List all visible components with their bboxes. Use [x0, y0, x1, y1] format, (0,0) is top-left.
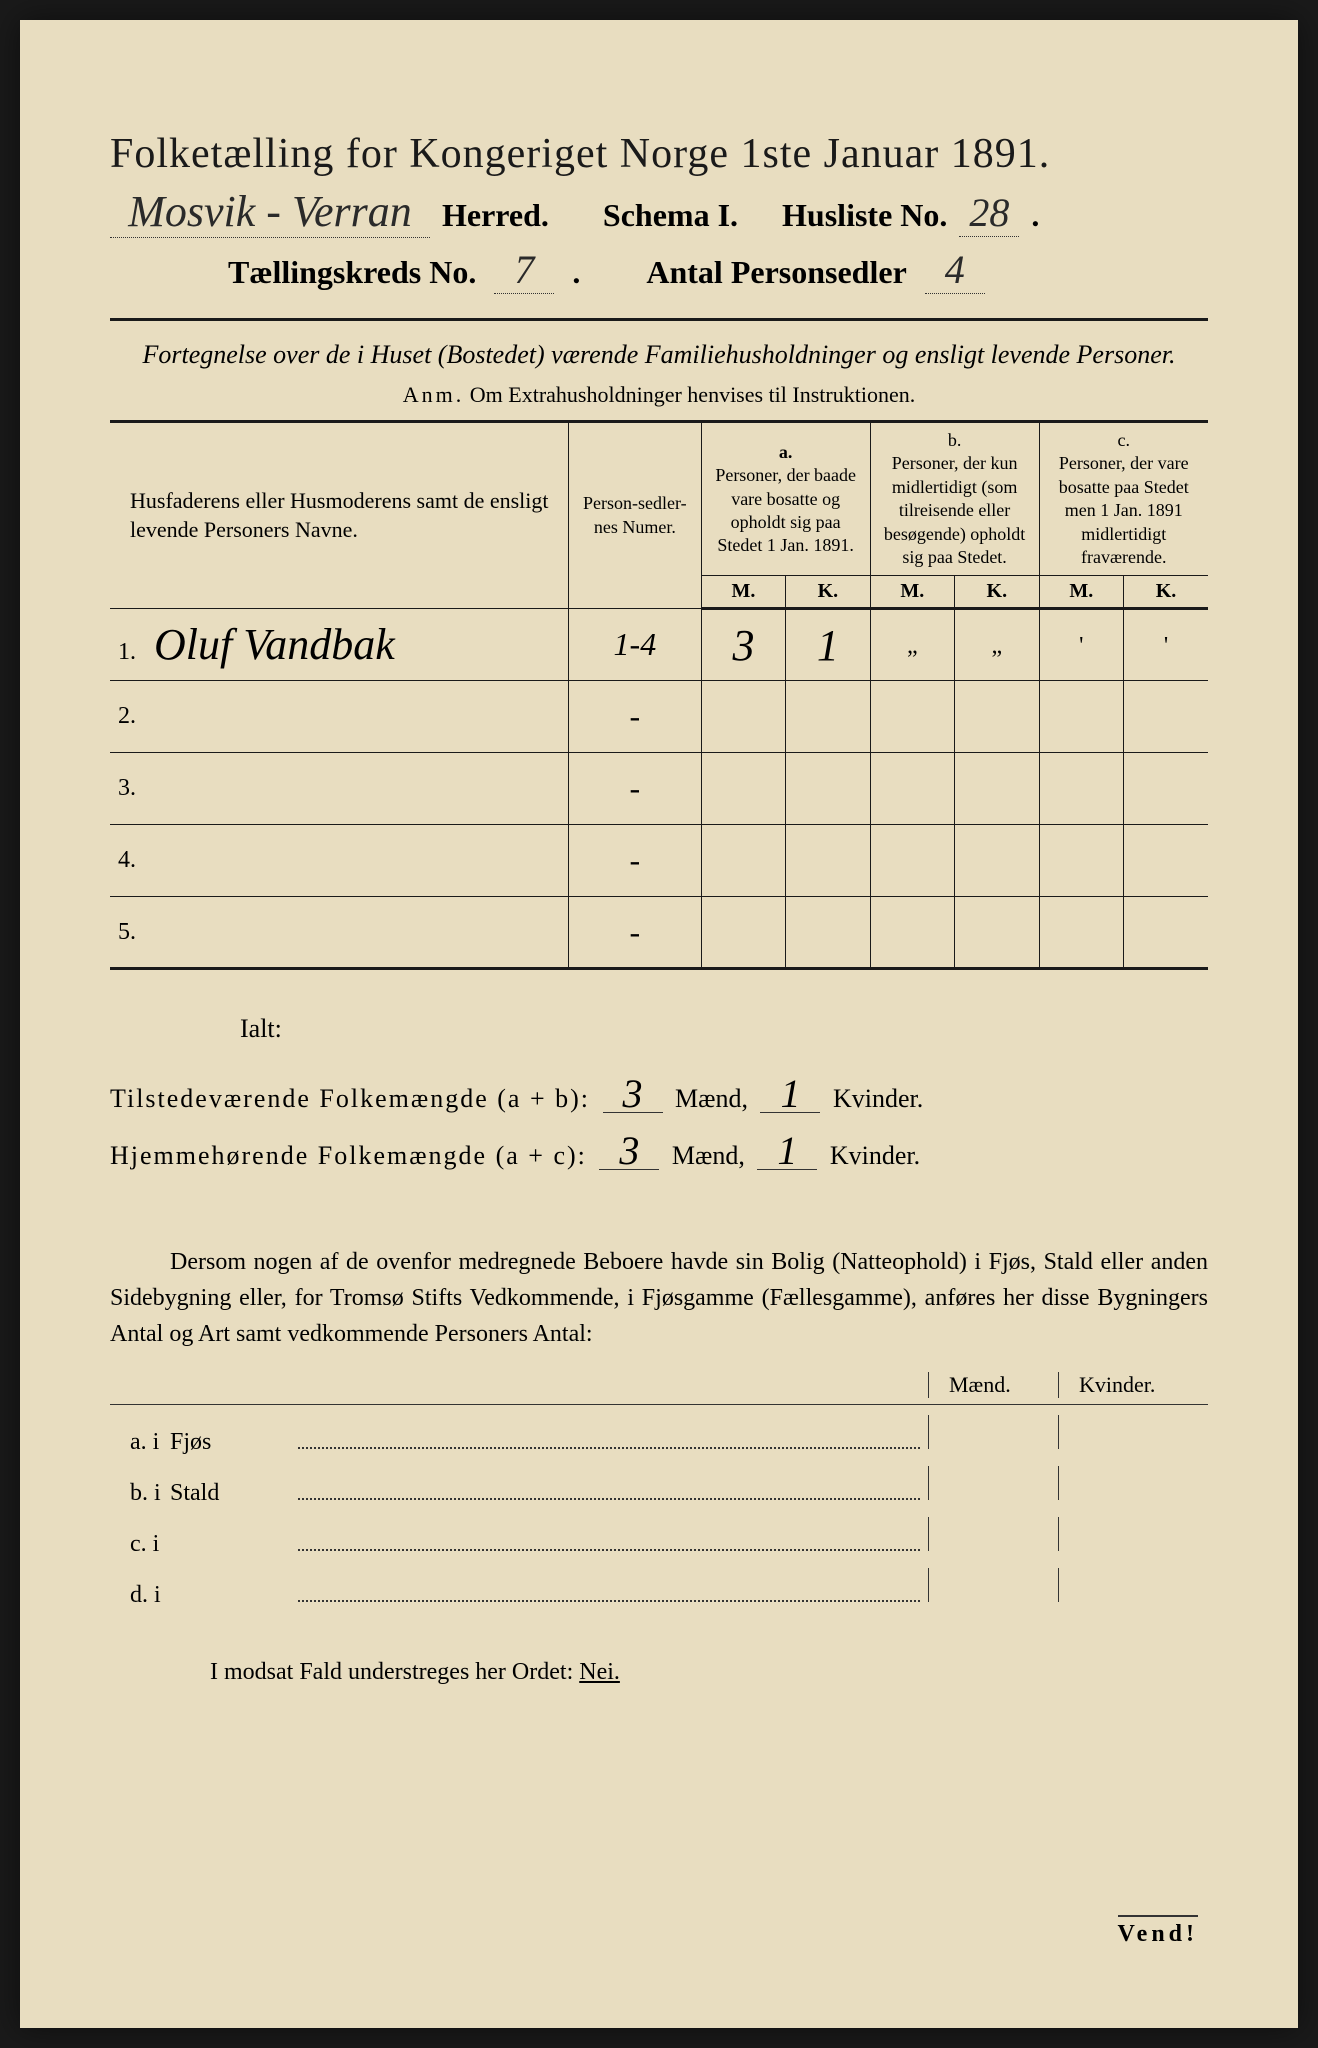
totals-section: Ialt: Tilstedeværende Folkemængde (a + b… — [110, 1000, 1208, 1184]
row-name: 2. — [110, 681, 569, 753]
row-c-m — [1039, 897, 1123, 969]
col-name: Husfaderens eller Husmoderens samt de en… — [110, 422, 569, 609]
row-numer: - — [569, 825, 702, 897]
outbuilding-row: b. i Stald — [110, 1466, 1208, 1507]
row-b-k — [955, 825, 1039, 897]
row-a-k — [786, 753, 870, 825]
header-row-3: Tællingskreds No. 7 . Antal Personsedler… — [110, 246, 1208, 294]
herred-label: Herred. — [442, 197, 549, 234]
nei-word: Nei. — [579, 1659, 620, 1685]
outbuilding-paragraph: Dersom nogen af de ovenfor medregnede Be… — [110, 1244, 1208, 1352]
anm-text: Om Extrahusholdninger henvises til Instr… — [470, 382, 915, 407]
subtitle: Fortegnelse over de i Huset (Bostedet) v… — [110, 337, 1208, 372]
outbuilding-row: a. i Fjøs — [110, 1415, 1208, 1456]
row-a-m — [701, 825, 785, 897]
row-a-k — [786, 897, 870, 969]
row-a-k: 1 — [786, 609, 870, 681]
outbuilding-header: Mænd. Kvinder. — [110, 1372, 1208, 1405]
row-c-m: ' — [1039, 609, 1123, 681]
col-c: c.Personer, der vare bosatte paa Stedet … — [1039, 422, 1208, 576]
row-b-m: „ — [870, 609, 954, 681]
anm-label: Anm. — [403, 382, 465, 407]
col-c-k: K. — [1123, 576, 1208, 609]
nei-line: I modsat Fald understreges her Ordet: Ne… — [210, 1659, 1208, 1686]
page-title: Folketælling for Kongeriget Norge 1ste J… — [110, 130, 1208, 178]
row-numer: - — [569, 681, 702, 753]
col-b-m: M. — [870, 576, 954, 609]
kreds-label: Tællingskreds No. — [228, 254, 476, 291]
row-c-m — [1039, 825, 1123, 897]
table-row: 4. - — [110, 825, 1208, 897]
row-name: 4. — [110, 825, 569, 897]
row-a-m — [701, 897, 785, 969]
outb-header-m: Mænd. — [928, 1372, 1058, 1398]
present-m: 3 — [603, 1076, 663, 1113]
row-a-k — [786, 825, 870, 897]
kreds-value: 7 — [494, 246, 554, 294]
row-c-m — [1039, 753, 1123, 825]
herred-value: Mosvik - Verran — [110, 186, 430, 238]
resident-k: 1 — [757, 1133, 817, 1170]
outbuilding-row: c. i — [110, 1517, 1208, 1558]
row-name: 3. — [110, 753, 569, 825]
table-header-row: Husfaderens eller Husmoderens samt de en… — [110, 422, 1208, 576]
divider — [110, 318, 1208, 321]
row-a-m — [701, 753, 785, 825]
row-b-k — [955, 681, 1039, 753]
table-row: 1. Oluf Vandbak 1-4 3 1 „ „ ' ' — [110, 609, 1208, 681]
col-b: b.Personer, der kun midlertidigt (som ti… — [870, 422, 1039, 576]
col-numer: Person-sedler-nes Numer. — [569, 422, 702, 609]
totals-line-1: Tilstedeværende Folkemængde (a + b): 3 M… — [110, 1070, 1208, 1127]
row-c-m — [1039, 681, 1123, 753]
husliste-label: Husliste No. — [782, 197, 947, 234]
outbuilding-section: Mænd. Kvinder. a. i Fjøs b. i Stald c. i… — [110, 1372, 1208, 1609]
table-row: 2. - — [110, 681, 1208, 753]
row-name: 5. — [110, 897, 569, 969]
schema-label: Schema I. — [603, 197, 738, 234]
row-b-k — [955, 753, 1039, 825]
row-c-k — [1123, 681, 1208, 753]
header-row-2: Mosvik - Verran Herred. Schema I. Huslis… — [110, 186, 1208, 238]
row-b-m — [870, 681, 954, 753]
household-table: Husfaderens eller Husmoderens samt de en… — [110, 420, 1208, 970]
table-row: 5. - — [110, 897, 1208, 969]
present-k: 1 — [760, 1076, 820, 1113]
outbuilding-row: d. i — [110, 1568, 1208, 1609]
col-a-k: K. — [786, 576, 870, 609]
col-a-m: M. — [701, 576, 785, 609]
personsedler-value: 4 — [925, 246, 985, 294]
outb-header-k: Kvinder. — [1058, 1372, 1208, 1398]
row-b-m — [870, 825, 954, 897]
row-b-m — [870, 897, 954, 969]
row-c-k: ' — [1123, 609, 1208, 681]
row-a-m — [701, 681, 785, 753]
totals-line-2: Hjemmehørende Folkemængde (a + c): 3 Mæn… — [110, 1127, 1208, 1184]
col-a: a.Personer, der baade vare bosatte og op… — [701, 422, 870, 576]
anm-note: Anm. Om Extrahusholdninger henvises til … — [110, 382, 1208, 408]
husliste-value: 28 — [959, 189, 1019, 237]
col-b-k: K. — [955, 576, 1039, 609]
row-b-k: „ — [955, 609, 1039, 681]
row-c-k — [1123, 753, 1208, 825]
personsedler-label: Antal Personsedler — [646, 254, 906, 291]
row-numer: - — [569, 753, 702, 825]
row-b-m — [870, 753, 954, 825]
row-name: 1. Oluf Vandbak — [110, 609, 569, 681]
ialt-label: Ialt: — [240, 1000, 1208, 1057]
row-b-k — [955, 897, 1039, 969]
col-c-m: M. — [1039, 576, 1123, 609]
row-c-k — [1123, 897, 1208, 969]
row-numer: - — [569, 897, 702, 969]
resident-m: 3 — [599, 1133, 659, 1170]
table-row: 3. - — [110, 753, 1208, 825]
row-a-k — [786, 681, 870, 753]
row-a-m: 3 — [701, 609, 785, 681]
census-form-page: Folketælling for Kongeriget Norge 1ste J… — [20, 20, 1298, 2028]
row-numer: 1-4 — [569, 609, 702, 681]
row-c-k — [1123, 825, 1208, 897]
vend-label: Vend! — [1118, 1915, 1198, 1948]
